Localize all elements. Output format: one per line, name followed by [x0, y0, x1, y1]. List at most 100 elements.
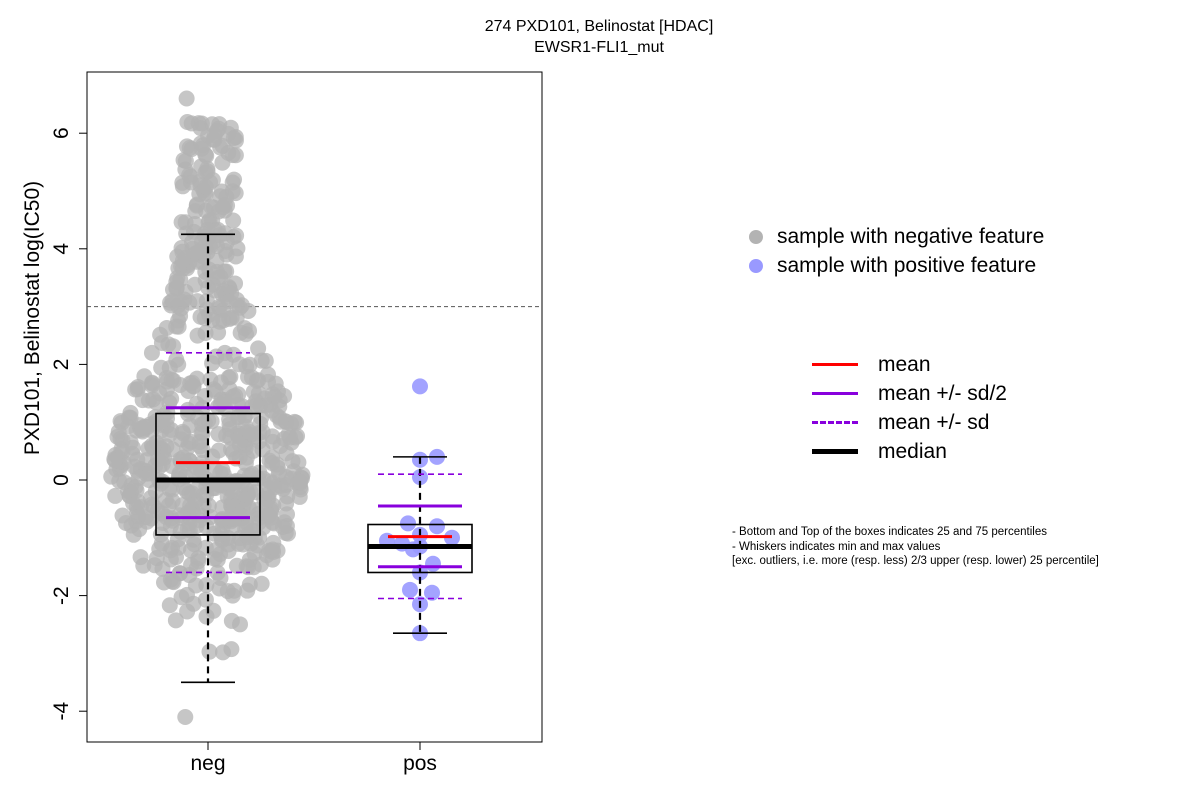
negative-point [225, 511, 242, 528]
negative-point [222, 441, 239, 458]
stats-label-mean-sd2: mean +/- sd/2 [878, 381, 1007, 405]
negative-point [225, 212, 242, 229]
stats-legend-median: median [812, 437, 1007, 466]
negative-point [210, 324, 227, 341]
y-axis-label: PXD101, Belinostat log(IC50) [21, 180, 44, 456]
negative-point [220, 369, 237, 386]
stats-label-mean: mean [878, 352, 931, 376]
negative-point [232, 324, 249, 341]
negative-point [192, 438, 209, 455]
negative-point [225, 388, 242, 405]
negative-point [106, 452, 123, 469]
negative-point [260, 507, 277, 524]
negative-point [190, 115, 207, 132]
negative-point [143, 344, 160, 361]
negative-point [248, 501, 265, 518]
negative-point [195, 497, 212, 514]
negative-point [168, 279, 185, 296]
negative-point [148, 550, 165, 567]
negative-point [224, 474, 241, 491]
negative-point [201, 643, 218, 660]
negative-point [165, 372, 182, 389]
positive-dot-icon [749, 258, 763, 273]
negative-point [161, 597, 178, 614]
negative-point [170, 318, 187, 335]
negative-point [278, 445, 295, 462]
median-line-icon [812, 449, 858, 454]
sd2-line-icon [812, 392, 858, 395]
negative-point [292, 473, 309, 490]
negative-point [197, 179, 214, 196]
positive-point [402, 581, 418, 598]
negative-point [125, 526, 142, 543]
positive-point [425, 555, 441, 572]
negative-point [135, 557, 152, 574]
negative-point [194, 233, 211, 250]
negative-point [209, 122, 226, 139]
mean-line-icon [812, 363, 858, 366]
negative-dot-icon [749, 229, 763, 244]
negative-point [229, 240, 246, 257]
negative-point [254, 423, 271, 440]
negative-point [212, 465, 229, 482]
negative-point [252, 556, 269, 573]
stats-legend-mean-sd2: mean +/- sd/2 [812, 379, 1007, 408]
negative-point [145, 439, 162, 456]
negative-point [178, 483, 195, 500]
negative-point [288, 414, 305, 431]
negative-point [218, 427, 235, 444]
negative-point [224, 587, 241, 604]
legend-label-positive: sample with positive feature [777, 253, 1037, 277]
negative-point [223, 641, 240, 658]
negative-point [207, 383, 224, 400]
negative-point [289, 427, 306, 444]
y-tick-label: 2 [50, 359, 73, 371]
negative-point [278, 495, 295, 512]
negative-point [167, 612, 184, 629]
stats-legend: mean mean +/- sd/2 mean +/- sd median [812, 350, 1007, 466]
negative-point [269, 542, 286, 559]
negative-point [262, 473, 279, 490]
chart-title: 274 PXD101, Belinostat [HDAC] [484, 18, 714, 35]
negative-point [136, 368, 153, 385]
legend-label-negative: sample with negative feature [777, 224, 1045, 248]
negative-point [187, 203, 204, 220]
y-tick-label: 0 [50, 474, 73, 486]
positive-point [429, 518, 445, 535]
negative-point [241, 576, 258, 593]
negative-point [226, 171, 243, 188]
negative-point [264, 433, 281, 450]
negative-point [181, 167, 198, 184]
negative-point [280, 525, 297, 542]
negative-point [130, 469, 147, 486]
negative-point [250, 340, 267, 357]
sd-dashed-line-icon [812, 421, 858, 424]
negative-point [210, 442, 227, 459]
negative-point [161, 426, 178, 443]
negative-point [198, 518, 215, 535]
negative-point [216, 263, 233, 280]
y-tick-label: -4 [50, 702, 73, 721]
negative-point [238, 358, 255, 375]
negative-point [130, 493, 147, 510]
x-tick-label: pos [403, 752, 437, 775]
stats-legend-mean-sd: mean +/- sd [812, 408, 1007, 437]
negative-point [114, 507, 131, 524]
negative-point [209, 221, 226, 238]
legend-item-negative: sample with negative feature [749, 222, 1044, 251]
negative-point [169, 297, 186, 314]
negative-point [269, 456, 286, 473]
feature-legend: sample with negative feature sample with… [749, 222, 1044, 280]
negative-point [140, 392, 157, 409]
negative-point [111, 472, 128, 489]
negative-point [107, 487, 124, 504]
negative-point [230, 535, 247, 552]
negative-point [153, 334, 170, 351]
negative-point [245, 442, 262, 459]
negative-point [198, 292, 215, 309]
negative-point [179, 603, 196, 620]
negative-point [178, 138, 195, 155]
negative-point [218, 188, 235, 205]
note-line: - Bottom and Top of the boxes indicates … [732, 526, 1047, 538]
stats-label-mean-sd: mean +/- sd [878, 410, 990, 434]
